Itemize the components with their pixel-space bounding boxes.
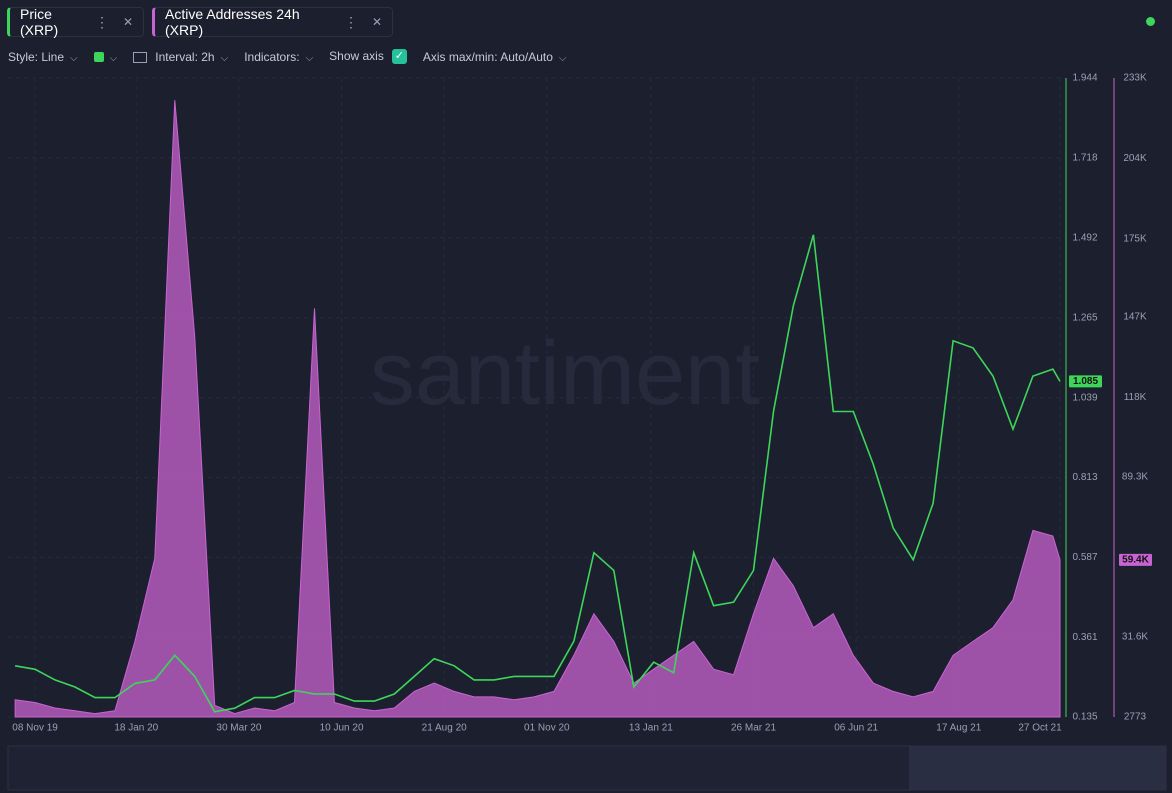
x-tick-label: 26 Mar 21 bbox=[731, 723, 776, 734]
y2-tick-label: 31.6K bbox=[1122, 632, 1148, 643]
last-value-label: 1.085 bbox=[1073, 376, 1098, 387]
y2-tick-label: 2773 bbox=[1124, 712, 1147, 723]
y-tick-label: 1.039 bbox=[1072, 392, 1097, 403]
status-dot bbox=[1146, 17, 1155, 26]
x-tick-label: 17 Aug 21 bbox=[936, 723, 981, 734]
indicators-select[interactable]: Indicators: ⌵ bbox=[244, 49, 314, 64]
y-tick-label: 0.135 bbox=[1072, 712, 1097, 723]
close-icon[interactable]: ✕ bbox=[122, 15, 133, 29]
x-tick-label: 21 Aug 20 bbox=[422, 723, 467, 734]
y-tick-label: 1.265 bbox=[1072, 312, 1097, 323]
y2-tick-label: 175K bbox=[1123, 234, 1147, 245]
y2-tick-label: 89.3K bbox=[1122, 471, 1148, 482]
label: Indicators: bbox=[244, 49, 300, 64]
y2-tick-label: 204K bbox=[1123, 153, 1147, 164]
y-tick-label: 0.361 bbox=[1072, 632, 1097, 643]
y2-tick-label: 233K bbox=[1123, 73, 1147, 84]
last-value-marker bbox=[1119, 553, 1152, 566]
axis-select[interactable]: Axis max/min: Auto/Auto ⌵ bbox=[422, 49, 567, 64]
line bbox=[14, 234, 1061, 713]
toolbar: Style: Line ⌵ ⌵ Interval: 2h ⌵ Indicators:… bbox=[8, 49, 567, 65]
menu-icon[interactable]: ⋮ bbox=[94, 13, 109, 30]
calendar-icon bbox=[133, 51, 148, 63]
label: Show axis bbox=[329, 49, 384, 63]
x-tick-label: 10 Jun 20 bbox=[320, 723, 364, 734]
x-tick-label: 27 Oct 21 bbox=[1018, 723, 1062, 734]
y2-tick-label: 147K bbox=[1123, 311, 1147, 322]
x-tick-label: 08 Nov 19 bbox=[12, 723, 58, 734]
style-select[interactable]: Style: Line ⌵ bbox=[8, 49, 78, 64]
color-select[interactable]: ⌵ bbox=[93, 50, 117, 64]
y-tick-label: 1.944 bbox=[1072, 73, 1097, 84]
last-value-marker bbox=[1069, 375, 1102, 388]
y-tick-label: 1.718 bbox=[1072, 152, 1097, 163]
checkbox: ✓ bbox=[391, 49, 407, 65]
label: Style: Line bbox=[8, 49, 65, 64]
series-tab[interactable]: Active Addresses 24h (XRP) ⋮ ✕ bbox=[152, 6, 393, 38]
last-value-label: 59.4K bbox=[1122, 554, 1149, 565]
label: Interval: 2h bbox=[155, 49, 215, 64]
watermark: santiment bbox=[370, 324, 760, 424]
x-tick-label: 01 Nov 20 bbox=[524, 723, 570, 734]
y-tick-label: 0.813 bbox=[1072, 472, 1097, 483]
menu-icon[interactable]: ⋮ bbox=[343, 13, 358, 30]
y-tick-label: 0.587 bbox=[1072, 552, 1097, 563]
tab-label: Price (XRP) bbox=[20, 6, 59, 38]
y-tick-label: 1.492 bbox=[1072, 232, 1097, 243]
close-icon[interactable]: ✕ bbox=[371, 15, 382, 29]
color-swatch bbox=[93, 52, 104, 63]
series-tab[interactable]: Price (XRP) ⋮ ✕ bbox=[7, 6, 144, 38]
area bbox=[14, 100, 1061, 718]
x-tick-label: 13 Jan 21 bbox=[629, 723, 673, 734]
label: Axis max/min: Auto/Auto bbox=[422, 49, 553, 64]
x-tick-label: 30 Mar 20 bbox=[216, 723, 261, 734]
y2-tick-label: 118K bbox=[1124, 392, 1147, 403]
x-tick-label: 06 Jun 21 bbox=[834, 723, 878, 734]
x-tick-label: 18 Jan 20 bbox=[114, 723, 158, 734]
interval-select[interactable]: Interval: 2h ⌵ bbox=[133, 50, 228, 64]
tab-label: Active Addresses 24h (XRP) bbox=[165, 6, 300, 38]
show-axis[interactable]: Show axis ✓ bbox=[329, 49, 407, 65]
navigator-window[interactable] bbox=[909, 746, 1166, 790]
